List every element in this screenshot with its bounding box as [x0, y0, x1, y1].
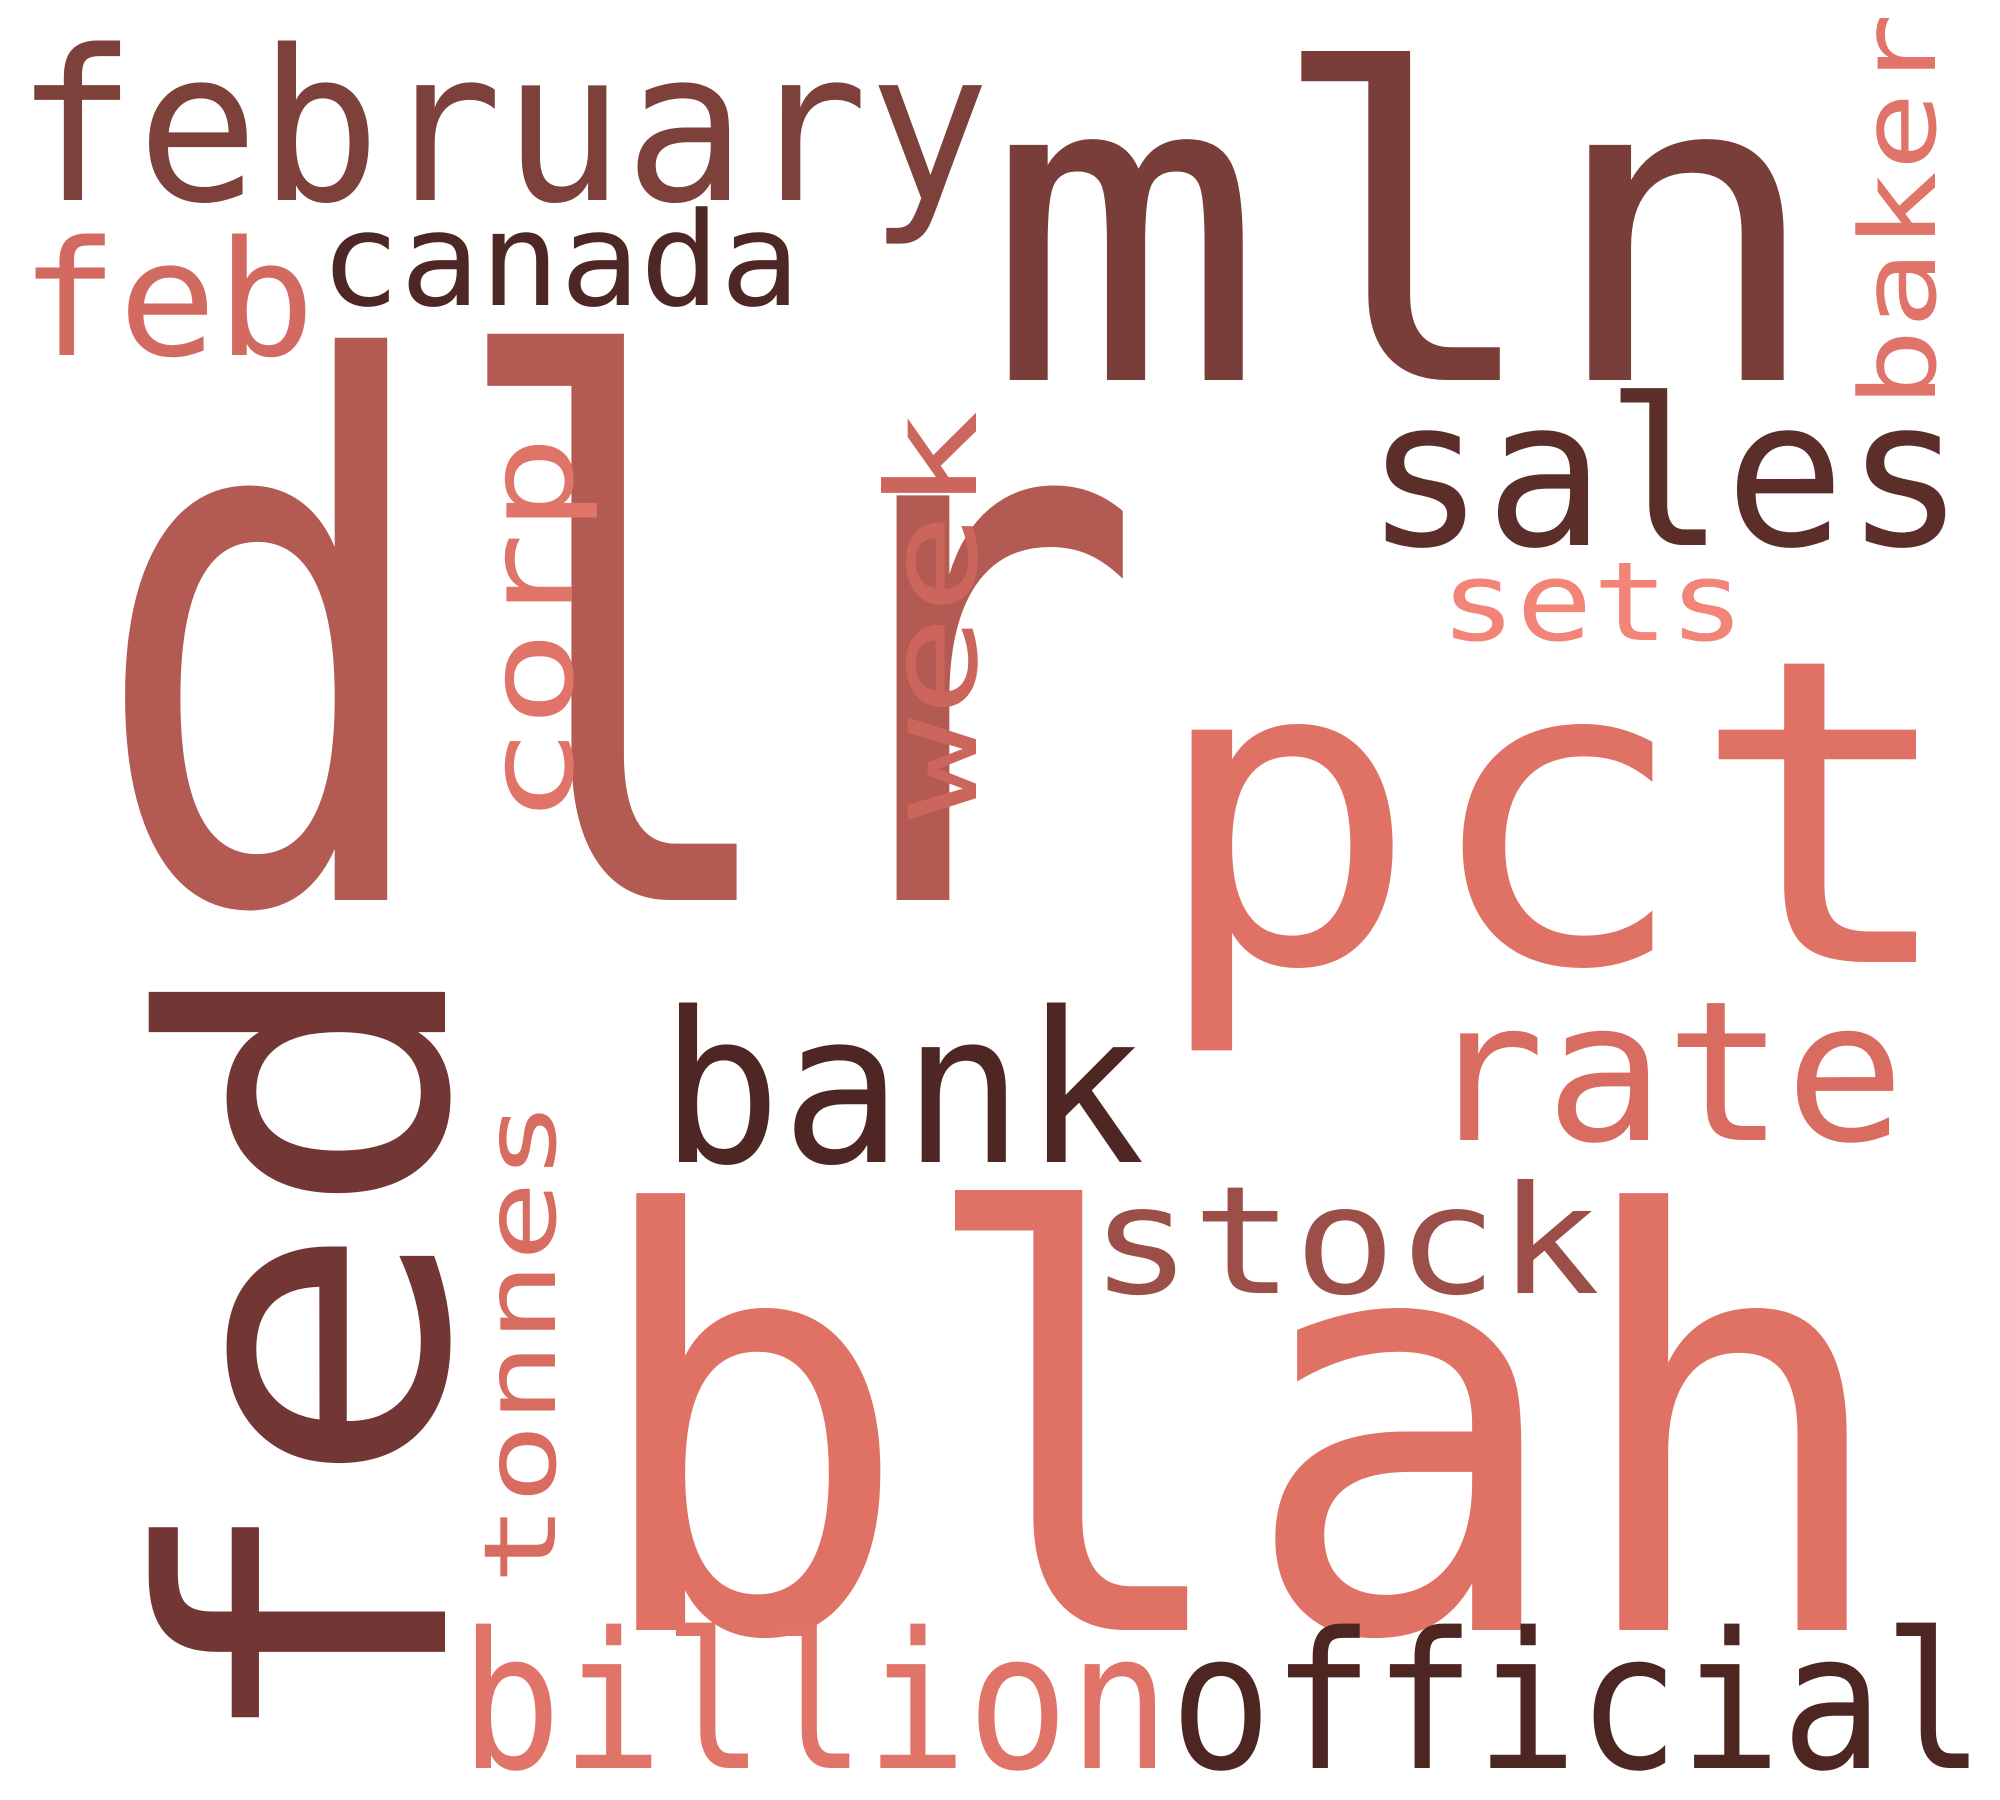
word-fed: fed — [83, 950, 537, 1760]
word-sets: sets — [1440, 538, 1745, 666]
word-tonnes: tonnes — [462, 1100, 579, 1585]
word-corp: corp — [462, 435, 601, 825]
word-stock: stock — [1090, 1155, 1600, 1329]
word-sales: sales — [1365, 356, 1965, 594]
word-blah: blah — [585, 1096, 1895, 1766]
word-pct: pct — [1150, 569, 1960, 1063]
word-canada: canada — [320, 184, 800, 336]
word-february: february — [15, 5, 990, 250]
word-baker: baker — [1838, 13, 1960, 408]
word-feb: feb — [20, 206, 315, 393]
word-official: official — [1170, 1592, 1985, 1800]
word-bank: bank — [660, 967, 1145, 1212]
word-rate: rate — [1425, 959, 1905, 1186]
word-dlr: dlr — [90, 213, 1145, 1075]
word-week: week — [861, 410, 1006, 820]
word-mln: mln — [985, 0, 1825, 482]
word-billion: billion — [460, 1592, 1170, 1800]
